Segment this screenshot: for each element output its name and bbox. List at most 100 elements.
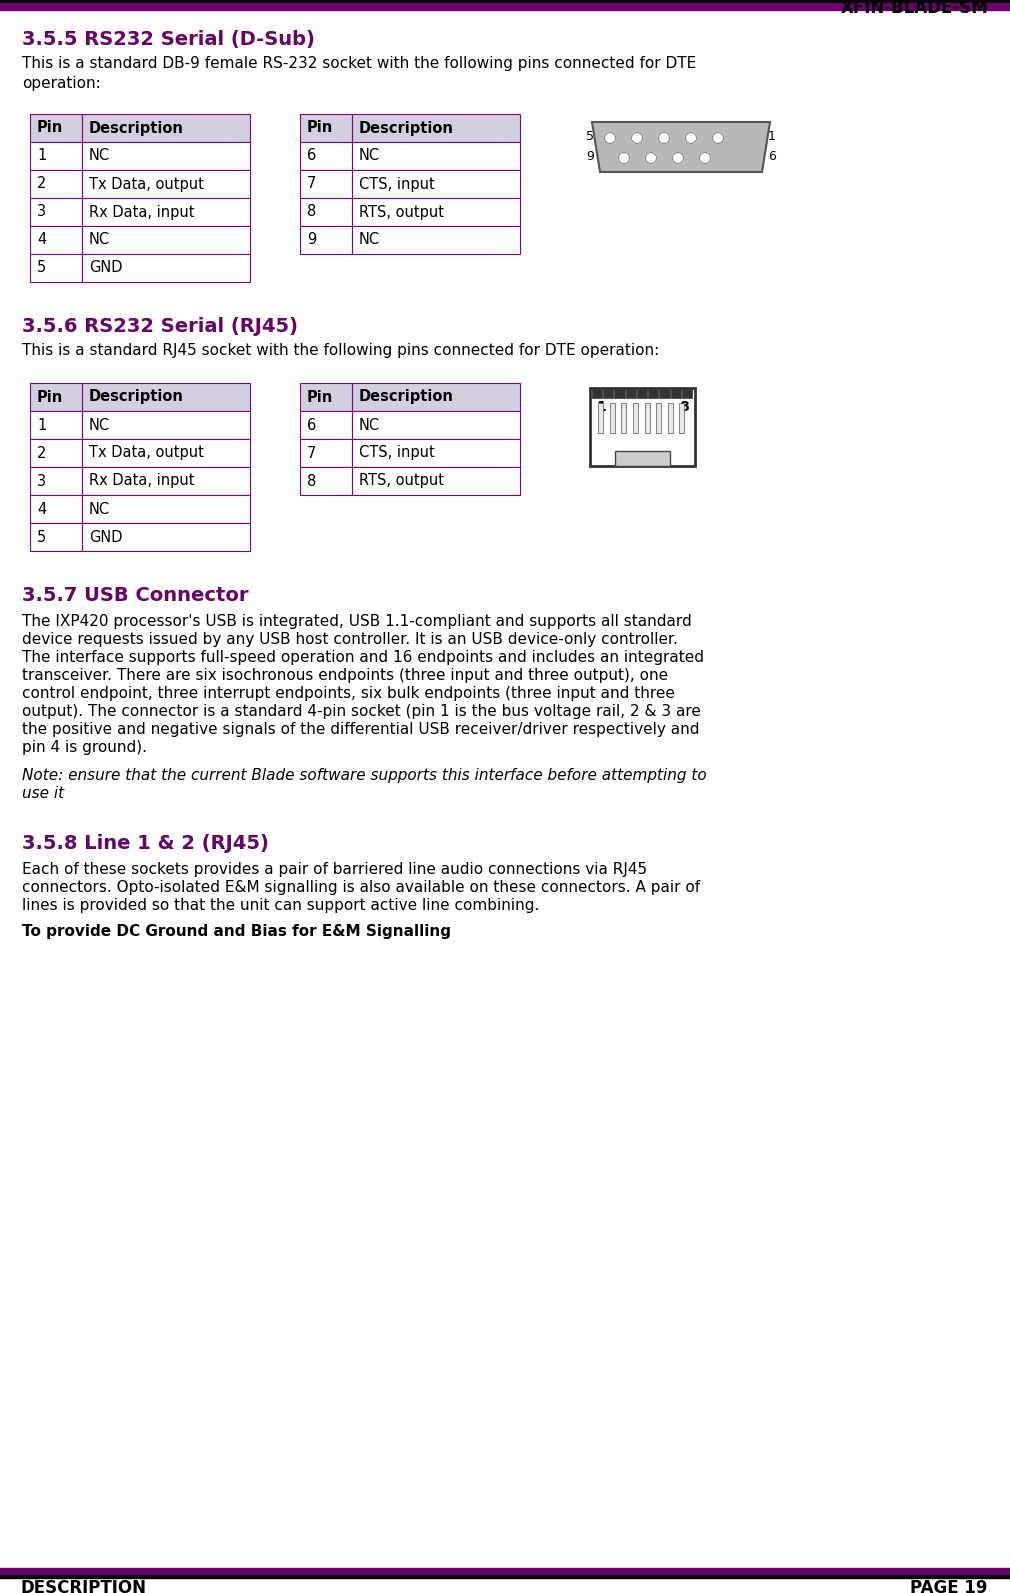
Bar xyxy=(82,382,250,411)
Circle shape xyxy=(605,132,615,143)
Text: Description: Description xyxy=(89,390,184,405)
Bar xyxy=(30,170,82,198)
Bar xyxy=(300,382,352,411)
Bar xyxy=(352,115,520,142)
Bar xyxy=(0,1575,1010,1579)
Text: 5: 5 xyxy=(586,129,594,142)
Bar xyxy=(592,389,602,398)
Text: Description: Description xyxy=(359,121,453,135)
Text: GND: GND xyxy=(89,261,122,276)
Text: 3: 3 xyxy=(37,473,46,489)
Circle shape xyxy=(700,153,710,164)
Text: output). The connector is a standard 4-pin socket (pin 1 is the bus voltage rail: output). The connector is a standard 4-p… xyxy=(22,704,701,718)
Bar xyxy=(0,0,1010,3)
Text: control endpoint, three interrupt endpoints, six bulk endpoints (three input and: control endpoint, three interrupt endpoi… xyxy=(22,687,675,701)
Text: 7: 7 xyxy=(307,446,316,460)
Circle shape xyxy=(645,153,656,164)
Text: lines is provided so that the unit can support active line combining.: lines is provided so that the unit can s… xyxy=(22,898,539,913)
Text: NC: NC xyxy=(359,417,380,433)
Bar xyxy=(82,226,250,253)
Bar xyxy=(633,403,638,433)
Text: NC: NC xyxy=(89,233,110,247)
Text: NC: NC xyxy=(359,233,380,247)
Bar xyxy=(682,389,692,398)
Text: Note: ensure that the current Blade software supports this interface before atte: Note: ensure that the current Blade soft… xyxy=(22,768,707,784)
Circle shape xyxy=(712,132,723,143)
Circle shape xyxy=(631,132,642,143)
Text: Pin: Pin xyxy=(37,390,64,405)
Text: the positive and negative signals of the differential USB receiver/driver respec: the positive and negative signals of the… xyxy=(22,722,700,738)
Text: CTS, input: CTS, input xyxy=(359,446,434,460)
Text: Tx Data, output: Tx Data, output xyxy=(89,177,204,191)
Bar xyxy=(30,440,82,467)
Bar xyxy=(352,226,520,253)
Bar xyxy=(352,198,520,226)
Text: 3: 3 xyxy=(37,204,46,220)
Text: connectors. Opto-isolated E&M signalling is also available on these connectors. : connectors. Opto-isolated E&M signalling… xyxy=(22,879,700,895)
Bar xyxy=(614,389,624,398)
Bar xyxy=(30,467,82,495)
Bar xyxy=(30,411,82,440)
Polygon shape xyxy=(592,123,770,172)
Text: 8: 8 xyxy=(680,400,689,414)
Circle shape xyxy=(659,132,670,143)
Bar xyxy=(30,382,82,411)
Text: 6: 6 xyxy=(768,150,776,162)
Text: RTS, output: RTS, output xyxy=(359,204,444,220)
Text: Description: Description xyxy=(359,390,453,405)
Bar xyxy=(680,403,685,433)
Bar xyxy=(598,403,603,433)
Text: Description: Description xyxy=(89,121,184,135)
Bar xyxy=(82,467,250,495)
Bar xyxy=(637,389,647,398)
Bar xyxy=(82,523,250,551)
Bar xyxy=(0,1568,1010,1575)
Text: 4: 4 xyxy=(37,233,46,247)
Text: 3.5.6 RS232 Serial (RJ45): 3.5.6 RS232 Serial (RJ45) xyxy=(22,317,298,336)
Bar xyxy=(30,198,82,226)
Text: transceiver. There are six isochronous endpoints (three input and three output),: transceiver. There are six isochronous e… xyxy=(22,667,669,683)
Bar xyxy=(610,403,615,433)
Text: NC: NC xyxy=(359,148,380,164)
Circle shape xyxy=(618,153,629,164)
Text: 3.5.7 USB Connector: 3.5.7 USB Connector xyxy=(22,586,248,605)
Text: 3.5.8 Line 1 & 2 (RJ45): 3.5.8 Line 1 & 2 (RJ45) xyxy=(22,835,269,852)
Bar xyxy=(621,403,626,433)
Bar xyxy=(82,253,250,282)
Text: Each of these sockets provides a pair of barriered line audio connections via RJ: Each of these sockets provides a pair of… xyxy=(22,862,647,878)
Text: 6: 6 xyxy=(307,417,316,433)
Text: 2: 2 xyxy=(37,177,46,191)
Bar xyxy=(615,451,670,467)
Bar xyxy=(300,226,352,253)
Text: PAGE 19: PAGE 19 xyxy=(910,1579,988,1593)
Bar xyxy=(352,170,520,198)
Bar xyxy=(660,389,670,398)
Bar xyxy=(648,389,659,398)
Text: 1: 1 xyxy=(37,417,46,433)
Bar xyxy=(668,403,673,433)
Bar xyxy=(352,440,520,467)
Bar xyxy=(82,411,250,440)
Bar xyxy=(352,411,520,440)
Text: 8: 8 xyxy=(307,473,316,489)
Text: CTS, input: CTS, input xyxy=(359,177,434,191)
Text: Pin: Pin xyxy=(307,390,333,405)
Bar xyxy=(0,3,1010,10)
Text: To provide DC Ground and Bias for E&M Signalling: To provide DC Ground and Bias for E&M Si… xyxy=(22,924,451,938)
Bar xyxy=(671,389,681,398)
Bar xyxy=(30,523,82,551)
Bar xyxy=(30,115,82,142)
Bar xyxy=(82,142,250,170)
Text: use it: use it xyxy=(22,785,64,801)
Text: NC: NC xyxy=(89,502,110,516)
Text: This is a standard DB-9 female RS-232 socket with the following pins connected f: This is a standard DB-9 female RS-232 so… xyxy=(22,56,696,91)
Bar xyxy=(300,467,352,495)
Text: 8: 8 xyxy=(307,204,316,220)
Bar xyxy=(644,403,649,433)
Bar xyxy=(300,142,352,170)
Text: DESCRIPTION: DESCRIPTION xyxy=(20,1579,146,1593)
Bar xyxy=(30,142,82,170)
Text: 5: 5 xyxy=(37,529,46,545)
Text: device requests issued by any USB host controller. It is an USB device-only cont: device requests issued by any USB host c… xyxy=(22,632,678,647)
Bar xyxy=(82,115,250,142)
